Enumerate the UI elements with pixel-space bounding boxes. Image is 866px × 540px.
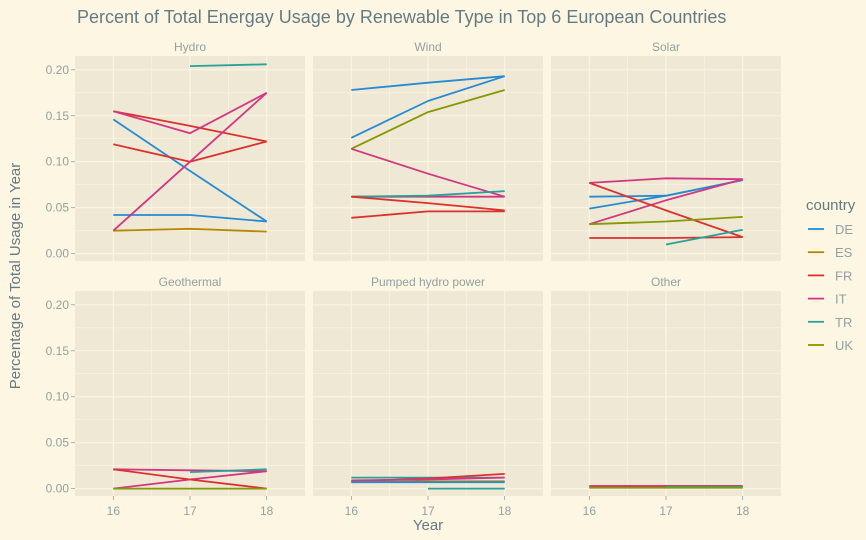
strip-background	[313, 273, 543, 291]
strip-background	[75, 273, 305, 291]
x-tick-label: 16	[583, 504, 597, 518]
series-line-it	[351, 476, 505, 482]
series-line-tr	[189, 63, 267, 67]
x-tick-label: 17	[659, 504, 673, 518]
panel-strip-label: Hydro	[174, 40, 206, 54]
strip-background	[551, 273, 781, 291]
panel-pumped-hydro-power: Pumped hydro power	[313, 273, 543, 496]
panel-hydro: Hydro	[75, 38, 305, 261]
facet-panels: Hydro Wind Solar Geothermal Pumped hydro pow…	[75, 38, 781, 496]
legend-item-it: IT	[808, 292, 847, 307]
series-line-fr	[113, 110, 267, 143]
series-line-it	[113, 92, 268, 135]
y-tick-label: 0.05	[46, 201, 70, 215]
series-line-uk	[589, 216, 743, 226]
y-tick-label: 0.20	[46, 63, 70, 77]
legend-label: ES	[835, 245, 853, 260]
x-tick-label: 18	[736, 504, 750, 518]
legend-label: UK	[835, 338, 853, 353]
gridlines	[75, 56, 305, 261]
series-line-fr	[351, 195, 505, 212]
series-line-tr	[189, 468, 267, 473]
series-line-fr	[351, 210, 505, 219]
legend-label: IT	[835, 292, 847, 307]
series-line-de	[350, 75, 505, 139]
strip-background	[313, 38, 543, 56]
y-tick-label: 0.10	[46, 390, 70, 404]
y-axis-title: Percentage of Total Usage in Year	[7, 163, 24, 390]
panel-strip-label: Wind	[414, 40, 441, 54]
y-tick-label: 0.10	[46, 155, 70, 169]
gridlines	[313, 291, 543, 496]
panel-strip-label: Other	[651, 275, 681, 289]
series-line-it	[589, 177, 743, 184]
legend-label: FR	[835, 268, 852, 283]
y-tick-label: 0.00	[46, 482, 70, 496]
gridlines	[551, 291, 781, 496]
series-line-fr	[588, 182, 743, 238]
x-tick-label: 16	[345, 504, 359, 518]
series-line-tr	[351, 190, 505, 198]
legend-item-es: ES	[808, 245, 853, 260]
panel-strip-label: Geothermal	[159, 275, 222, 289]
series-line-de	[113, 214, 267, 223]
series-line-it	[112, 92, 268, 232]
panel-geothermal: Geothermal	[75, 273, 305, 496]
legend-label: DE	[835, 222, 853, 237]
gridlines	[551, 56, 781, 261]
legend-item-fr: FR	[808, 268, 852, 283]
x-tick-label: 17	[421, 504, 435, 518]
legend: country DE ES FR IT TR UK	[806, 197, 856, 353]
y-axis-ticks: 0.00 0.05 0.10 0.15 0.20 0.00 0.05 0.10 0.15 0.20	[46, 63, 75, 496]
series-line-fr	[113, 468, 267, 490]
panel-wind: Wind	[313, 38, 543, 261]
strip-background	[551, 38, 781, 56]
series-line-de	[112, 118, 268, 223]
y-tick-label: 0.15	[46, 344, 70, 358]
x-tick-label: 17	[183, 504, 197, 518]
x-axis-title: Year	[413, 517, 443, 534]
x-tick-label: 18	[498, 504, 512, 518]
x-tick-label: 16	[107, 504, 121, 518]
panel-other: Other	[551, 273, 781, 496]
y-tick-label: 0.15	[46, 109, 70, 123]
legend-item-uk: UK	[808, 338, 853, 353]
panel-strip-label: Pumped hydro power	[371, 275, 485, 289]
x-tick-label: 18	[260, 504, 274, 518]
panel-solar: Solar	[551, 38, 781, 261]
series-line-de	[351, 75, 505, 91]
legend-item-de: DE	[808, 222, 853, 237]
y-tick-label: 0.00	[46, 247, 70, 261]
legend-item-tr: TR	[808, 315, 852, 330]
panel-strip-label: Solar	[652, 40, 680, 54]
legend-title: country	[806, 197, 856, 214]
series-line-it	[351, 147, 505, 198]
series-line-uk	[350, 89, 505, 150]
series-line-it	[589, 178, 743, 226]
legend-label: TR	[835, 315, 852, 330]
y-tick-label: 0.05	[46, 436, 70, 450]
chart-title: Percent of Total Energay Usage by Renewa…	[77, 7, 726, 27]
series-line-fr	[589, 236, 743, 239]
x-axis-ticks: 16 17 18 16 17 18 16 17 18	[107, 496, 750, 518]
series-line-tr	[665, 228, 743, 246]
series-line-es	[113, 227, 267, 233]
y-tick-label: 0.20	[46, 298, 70, 312]
strip-background	[75, 38, 305, 56]
